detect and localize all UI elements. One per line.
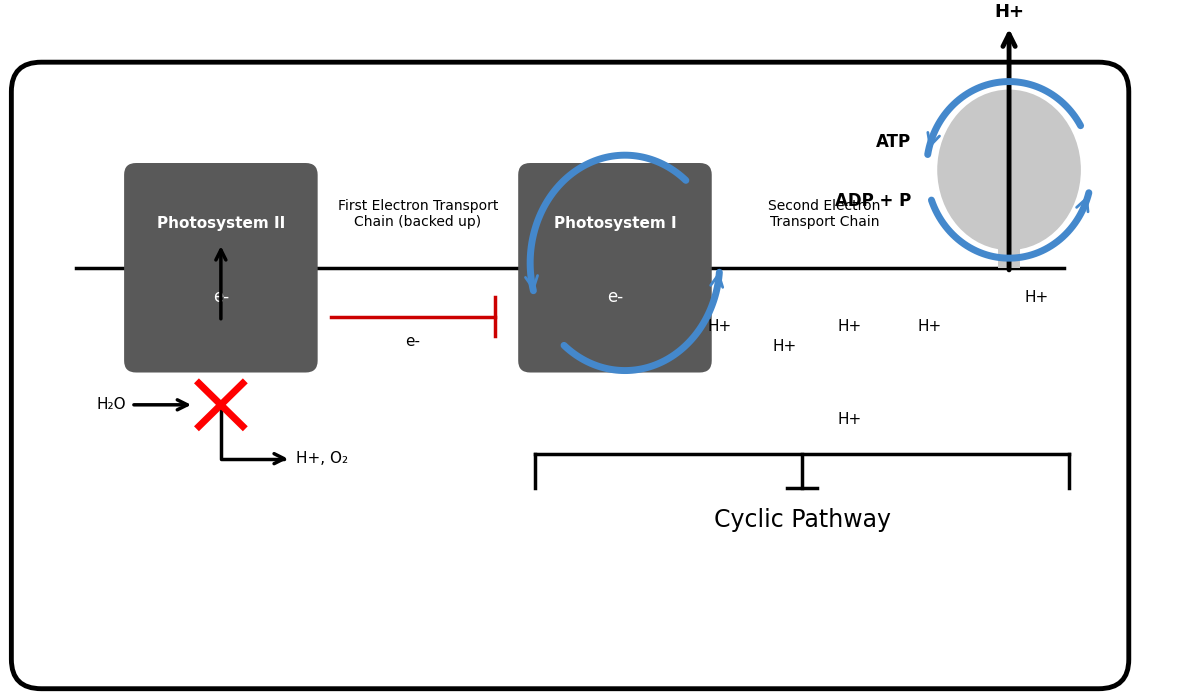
Text: H+: H+ [708,319,732,334]
Text: H+, O₂: H+, O₂ [296,451,348,466]
Text: Second Electron
Transport Chain: Second Electron Transport Chain [768,199,880,229]
FancyBboxPatch shape [518,163,712,373]
Text: e-: e- [213,288,229,306]
Text: H+: H+ [917,319,942,334]
Text: First Electron Transport
Chain (backed up): First Electron Transport Chain (backed u… [338,199,498,229]
Bar [998,214,1020,268]
Text: ATP: ATP [877,133,911,152]
Text: Photosystem I: Photosystem I [554,216,677,231]
Text: H+: H+ [1025,290,1049,304]
Text: H+: H+ [837,412,862,427]
Text: e-: e- [607,288,622,306]
Text: e-: e- [406,334,420,350]
FancyBboxPatch shape [124,163,318,373]
Text: H+: H+ [837,319,862,334]
Text: H+: H+ [995,3,1025,21]
Text: H₂O: H₂O [96,398,126,412]
Ellipse shape [937,90,1081,250]
Text: Cyclic Pathway: Cyclic Pathway [714,507,891,532]
Text: H+: H+ [773,338,797,354]
Text: ADP + P: ADP + P [836,193,911,210]
FancyBboxPatch shape [11,62,1129,689]
Text: Photosystem II: Photosystem II [157,216,285,231]
